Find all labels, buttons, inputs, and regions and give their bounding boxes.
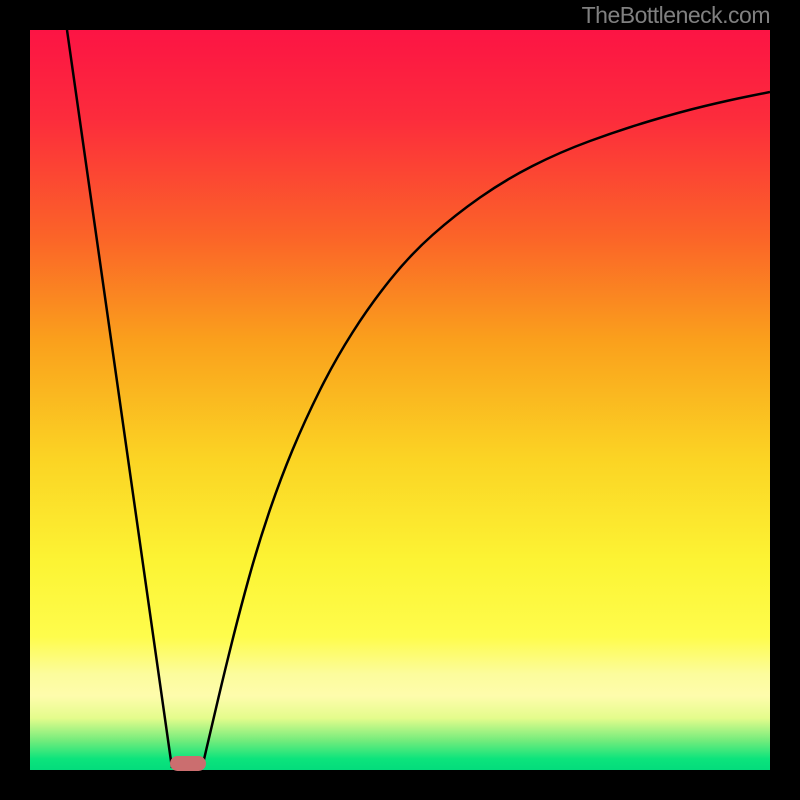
optimal-marker [170,756,206,771]
plot-area [30,30,770,770]
watermark-text: TheBottleneck.com [582,2,770,29]
v-curve [30,30,770,770]
